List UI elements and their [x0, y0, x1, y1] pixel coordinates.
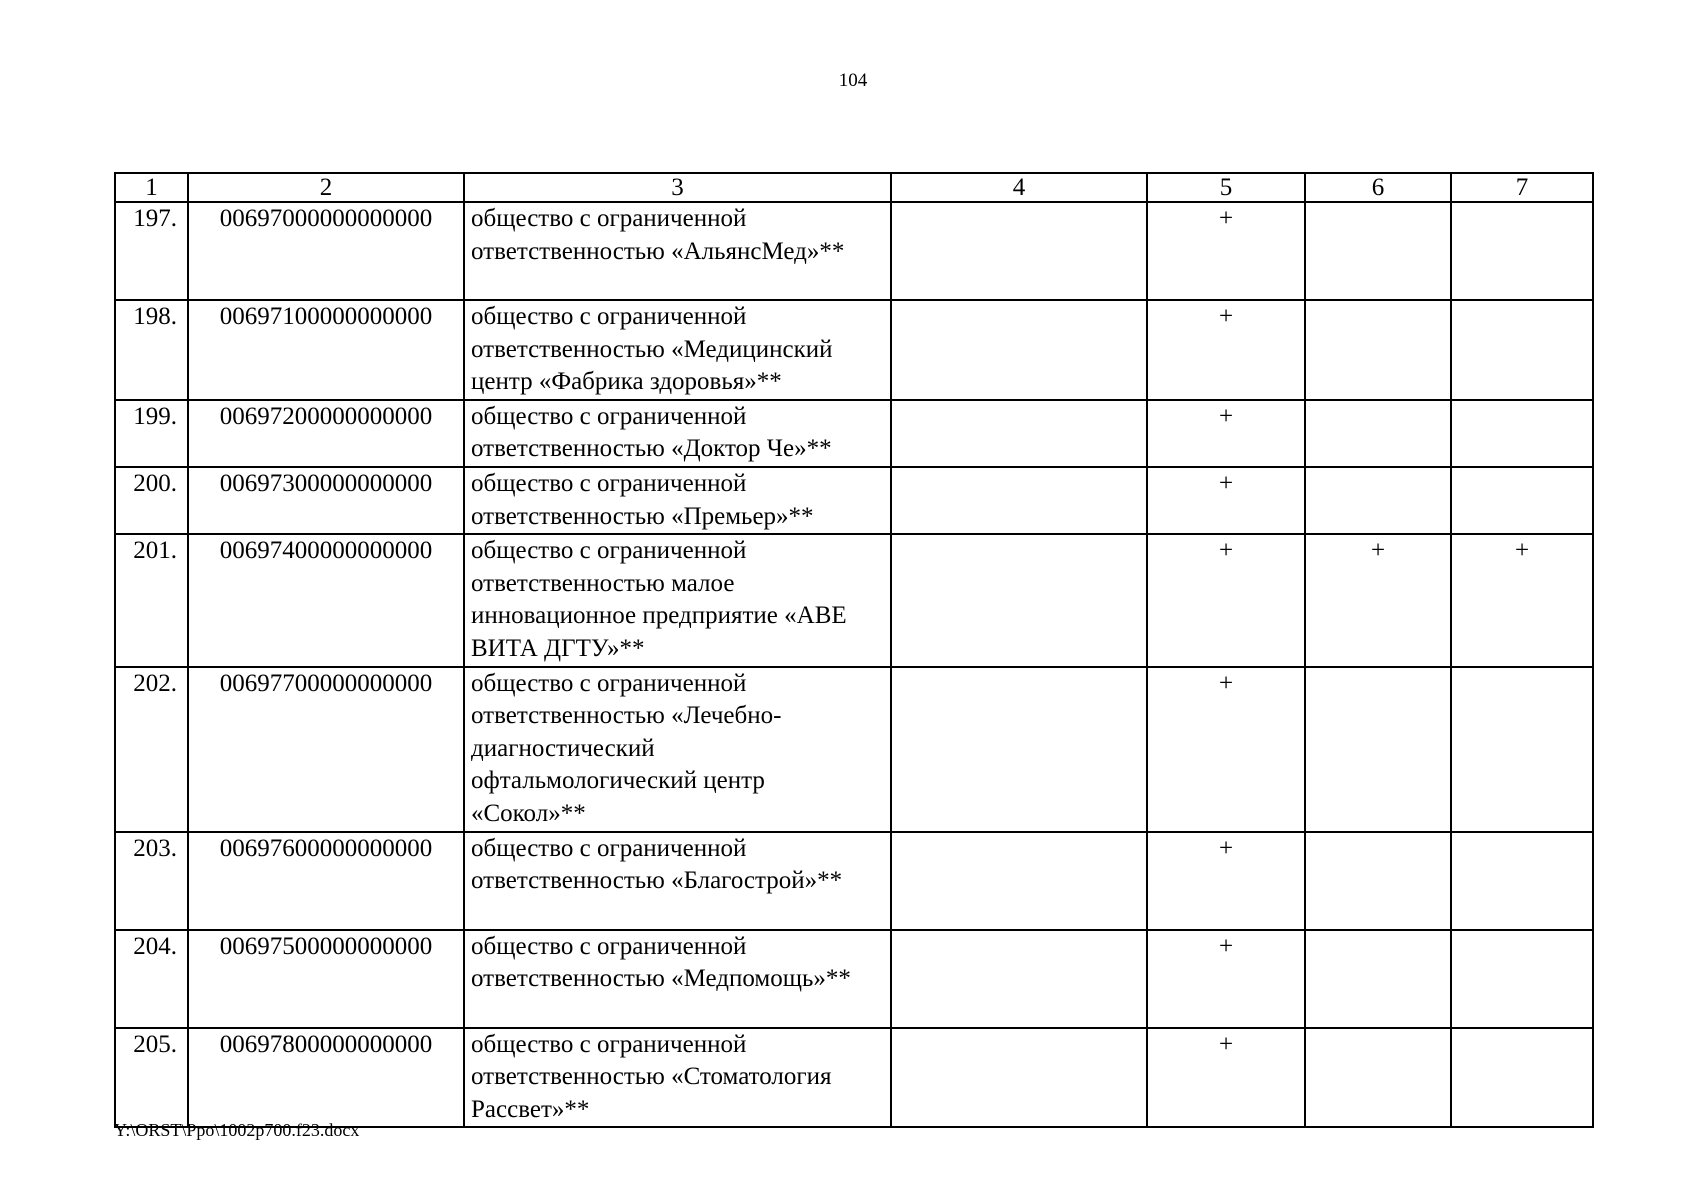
column-header: 7 [1450, 172, 1594, 203]
row-number: 198. [114, 299, 189, 401]
cell-col5: + [1146, 201, 1306, 301]
cell-col4 [890, 533, 1148, 668]
cell-col7: + [1450, 533, 1594, 668]
organization-name: общество с ограниченной ответственностью… [463, 465, 892, 536]
cell-col4 [890, 465, 1148, 536]
column-header: 6 [1304, 172, 1452, 203]
cell-col4 [890, 299, 1148, 401]
row-code: 00697300000000000 [187, 465, 465, 536]
cell-col7 [1450, 1026, 1594, 1129]
cell-col5: + [1146, 928, 1306, 1029]
cell-col6 [1304, 928, 1452, 1029]
row-number: 204. [114, 928, 189, 1029]
cell-col7 [1450, 201, 1594, 301]
cell-col6 [1304, 299, 1452, 401]
row-code: 00697700000000000 [187, 665, 465, 833]
table-row: 205. 00697800000000000 общество с ограниче… [114, 1026, 1594, 1129]
organization-name: общество с ограниченной ответственностью… [463, 830, 892, 931]
cell-col6: + [1304, 533, 1452, 668]
cell-col7 [1450, 830, 1594, 931]
cell-col7 [1450, 465, 1594, 536]
row-number: 201. [114, 533, 189, 668]
row-code: 00697100000000000 [187, 299, 465, 401]
row-number: 200. [114, 465, 189, 536]
row-number: 197. [114, 201, 189, 301]
cell-col5: + [1146, 830, 1306, 931]
table-row: 203. 00697600000000000 общество с ограниче… [114, 830, 1594, 931]
row-code: 00697400000000000 [187, 533, 465, 668]
file-path-footer: Y:\ORST\Ppo\1002p700.f23.docx [114, 1120, 360, 1140]
column-header: 5 [1146, 172, 1306, 203]
row-code: 00697500000000000 [187, 928, 465, 1029]
cell-col7 [1450, 665, 1594, 833]
table-row: 201. 00697400000000000 общество с ограниче… [114, 533, 1594, 668]
cell-col5: + [1146, 398, 1306, 468]
cell-col5: + [1146, 1026, 1306, 1129]
organization-name: общество с ограниченной ответственностью… [463, 299, 892, 401]
table-row: 204. 00697500000000000 общество с ограниче… [114, 928, 1594, 1029]
row-code: 00697000000000000 [187, 201, 465, 301]
cell-col7 [1450, 299, 1594, 401]
organization-name: общество с ограниченной ответственностью… [463, 1026, 892, 1129]
column-header: 2 [187, 172, 465, 203]
cell-col7 [1450, 928, 1594, 1029]
row-code: 00697600000000000 [187, 830, 465, 931]
cell-col7 [1450, 398, 1594, 468]
cell-col4 [890, 928, 1148, 1029]
cell-col6 [1304, 830, 1452, 931]
table-row: 197. 00697000000000000 общество с ограниче… [114, 201, 1594, 301]
organization-name: общество с ограниченной ответственностью… [463, 533, 892, 668]
cell-col4 [890, 398, 1148, 468]
row-number: 205. [114, 1026, 189, 1129]
cell-col5: + [1146, 465, 1306, 536]
cell-col6 [1304, 465, 1452, 536]
cell-col6 [1304, 1026, 1452, 1129]
cell-col5: + [1146, 533, 1306, 668]
organization-name: общество с ограниченной ответственностью… [463, 201, 892, 301]
cell-col6 [1304, 201, 1452, 301]
table-row: 202. 00697700000000000 общество с ограниче… [114, 665, 1594, 833]
column-header: 4 [890, 172, 1148, 203]
table-row: 200. 00697300000000000 общество с ограниче… [114, 465, 1594, 536]
organization-name: общество с ограниченной ответственностью… [463, 398, 892, 468]
column-header: 3 [463, 172, 892, 203]
cell-col4 [890, 830, 1148, 931]
organization-name: общество с ограниченной ответственностью… [463, 665, 892, 833]
table-row: 198. 00697100000000000 общество с ограниче… [114, 299, 1594, 401]
cell-col5: + [1146, 665, 1306, 833]
cell-col4 [890, 1026, 1148, 1129]
cell-col6 [1304, 665, 1452, 833]
column-header: 1 [114, 172, 189, 203]
row-number: 203. [114, 830, 189, 931]
cell-col5: + [1146, 299, 1306, 401]
cell-col6 [1304, 398, 1452, 468]
organization-name: общество с ограниченной ответственностью… [463, 928, 892, 1029]
cell-col4 [890, 665, 1148, 833]
cell-col4 [890, 201, 1148, 301]
row-number: 199. [114, 398, 189, 468]
row-number: 202. [114, 665, 189, 833]
page-number: 104 [838, 70, 868, 91]
row-code: 00697200000000000 [187, 398, 465, 468]
row-code: 00697800000000000 [187, 1026, 465, 1129]
table-row: 199. 00697200000000000 общество с ограниче… [114, 398, 1594, 468]
